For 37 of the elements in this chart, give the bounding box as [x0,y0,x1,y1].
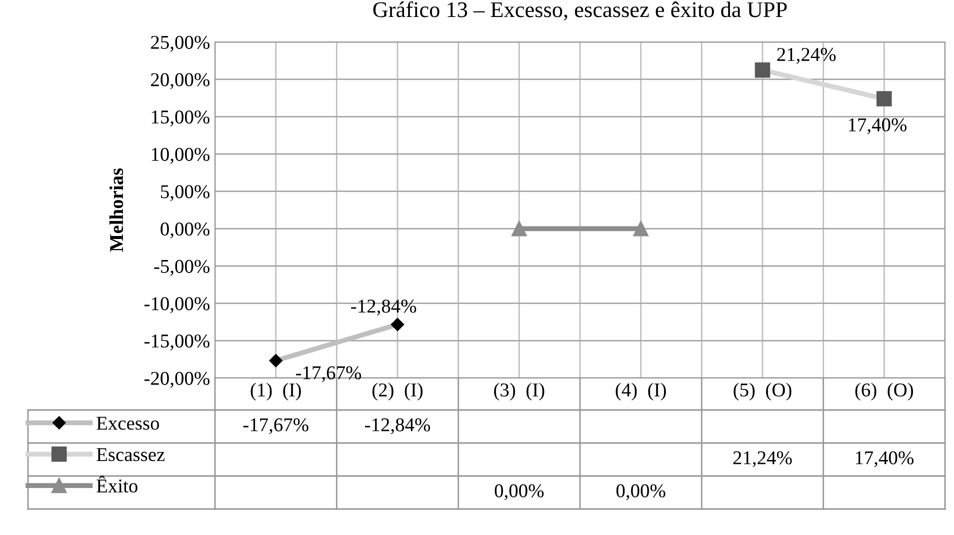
legend-label: Escassez [96,448,165,462]
x-tick-label: (4) (I) [616,382,666,400]
text: 17,40% [848,118,907,134]
y-tick-label: -5,00% [154,260,210,276]
data-label: 0,00% [616,484,666,500]
data-label: 0,00% [494,484,544,500]
text: 21,24% [777,48,836,64]
point [390,318,404,332]
data-label: -17,67% [243,418,308,434]
x-tick-label: (1) (I) [250,382,301,400]
point [754,62,770,78]
point [269,354,282,368]
x-tick-label: (5) (O) [734,382,792,400]
legend-label: Excesso [96,416,160,430]
y-tick-label: 25,00% [151,36,210,52]
x-tick-label: (2) (I) [372,382,423,400]
y-tick-label: 10,00% [152,148,210,164]
y-tick-label: -20,00% [144,372,210,388]
point [633,221,648,236]
data-label: 17,40% [856,451,914,468]
data-label: -12,84% [365,418,430,434]
point [876,91,892,106]
y-tick-label: -10,00% [144,297,210,314]
data-label: 21,24% [733,451,792,468]
point [512,221,527,236]
legend-label: Êxito [96,476,138,493]
y-tick-label: 0,00% [160,222,210,238]
text: -12,84% [351,300,416,316]
y-tick-label: 15,00% [152,110,210,126]
text: -17,67% [296,366,362,382]
y-tick-label: -15,00% [144,334,210,350]
x-tick-label: (6) (O) [855,382,914,400]
y-tick-label: 5,00% [161,185,210,202]
y-axis-title: Melhorias [109,168,124,252]
chart-title: Gráfico 13 – Excesso, escassez e êxito da UPP [373,1,787,20]
x-tick-label: (3) (I) [494,382,544,400]
y-tick-label: 20,00% [151,73,210,90]
